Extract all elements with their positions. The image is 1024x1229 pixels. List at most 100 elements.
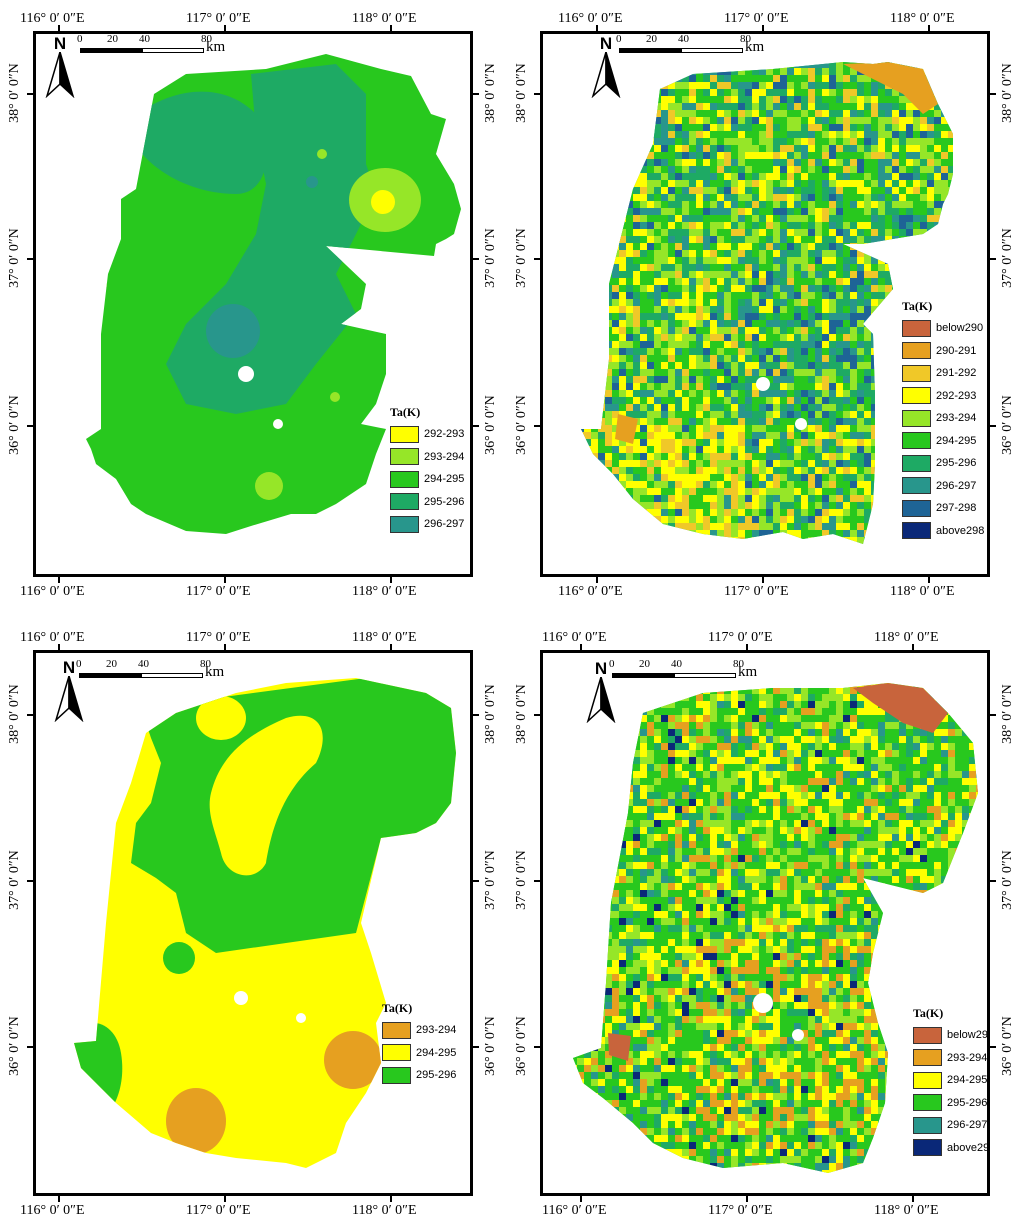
longitude-tick	[224, 575, 226, 583]
scale-tick-label: 0	[609, 658, 615, 670]
water-body	[795, 418, 807, 430]
zone-295-296	[131, 678, 456, 953]
legend: Ta(K) below290 290-291 291-292 292-293 293-29…	[902, 299, 984, 542]
legend-label: 295-296	[424, 495, 465, 508]
zone-296-297	[206, 304, 260, 358]
legend-label: above298	[936, 524, 985, 537]
legend-label: 296-297	[936, 479, 977, 492]
latitude-tick	[534, 880, 542, 882]
legend-title: Ta(K)	[902, 299, 933, 313]
top-longitude-label: 117° 0′ 0″E	[186, 11, 251, 26]
legend-label: 292-293	[424, 428, 465, 441]
legend-swatch	[902, 432, 931, 450]
legend-item: 295-296	[382, 1064, 456, 1087]
zone-293-294	[317, 149, 327, 159]
north-letter: N	[62, 658, 76, 677]
legend-title: Ta(K)	[382, 1001, 413, 1015]
scale-bar: 0 20 40 80 km	[77, 33, 250, 61]
bottom-longitude-label: 116° 0′ 0″E	[542, 1203, 607, 1218]
legend-item: 293-294	[913, 1047, 987, 1070]
zone-294-295	[209, 715, 323, 876]
longitude-tick	[58, 25, 60, 33]
left-latitude-label: 38° 0′ 0″N	[514, 684, 529, 744]
latitude-tick	[27, 714, 35, 716]
legend-item: 290-291	[902, 340, 984, 363]
legend-swatch	[902, 364, 931, 382]
scale-segment-black	[80, 48, 142, 53]
right-latitude-label: 38° 0′ 0″N	[483, 684, 498, 744]
scale-segment-black	[612, 673, 674, 678]
top-longitude-label: 116° 0′ 0″E	[20, 11, 85, 26]
right-latitude-label: 37° 0′ 0″N	[483, 228, 498, 288]
latitude-tick	[27, 1046, 35, 1048]
legend-swatch	[390, 515, 419, 533]
legend-label: 293-294	[936, 412, 977, 425]
scale-tick-label: 20	[106, 658, 117, 670]
longitude-tick	[390, 644, 392, 652]
north-letter: N	[599, 34, 613, 53]
scale-segment-black	[79, 673, 141, 678]
longitude-tick	[390, 25, 392, 33]
map-canvas	[74, 678, 456, 1168]
water-body	[296, 1013, 306, 1023]
left-latitude-label: 38° 0′ 0″N	[7, 63, 22, 123]
north-arrow-icon: N	[52, 658, 86, 722]
map-canvas	[573, 683, 978, 1173]
zone-293-294	[330, 392, 340, 402]
top-longitude-label: 118° 0′ 0″E	[890, 11, 955, 26]
latitude-tick	[27, 258, 35, 260]
longitude-tick	[746, 1194, 748, 1202]
scale-tick-label: 80	[201, 33, 212, 45]
top-longitude-label: 118° 0′ 0″E	[352, 630, 417, 645]
top-longitude-label: 116° 0′ 0″E	[558, 11, 623, 26]
zone-293-294	[324, 1031, 382, 1089]
left-latitude-label: 36° 0′ 0″N	[7, 395, 22, 455]
legend-item: 293-294	[382, 1019, 456, 1042]
scale-tick-label: 40	[671, 658, 682, 670]
legend-swatch	[913, 1049, 942, 1067]
zone-296-297	[306, 176, 318, 188]
latitude-tick	[27, 93, 35, 95]
legend-label: 291-292	[936, 367, 977, 380]
legend-swatch	[902, 319, 931, 337]
legend-swatch	[382, 1044, 411, 1062]
legend-swatch	[390, 493, 419, 511]
left-latitude-label: 37° 0′ 0″N	[514, 850, 529, 910]
left-latitude-label: 38° 0′ 0″N	[7, 684, 22, 744]
latitude-tick	[534, 258, 542, 260]
legend: Ta(K) 293-294 294-295 295-296	[382, 1001, 456, 1087]
legend-swatch	[913, 1071, 942, 1089]
legend-swatch	[382, 1066, 411, 1084]
scale-tick-label: 40	[139, 33, 150, 45]
scale-unit: km	[738, 664, 758, 680]
bottom-longitude-label: 118° 0′ 0″E	[352, 584, 417, 599]
legend-title: Ta(K)	[390, 405, 421, 419]
legend-item: below290	[902, 317, 984, 340]
bottom-longitude-label: 116° 0′ 0″E	[20, 584, 85, 599]
map-panel-1: N 0 20 40 80 km Ta(K) 292-293 293-294 294-295 295-…	[33, 31, 473, 577]
legend-swatch	[902, 409, 931, 427]
latitude-tick	[471, 880, 479, 882]
left-latitude-label: 37° 0′ 0″N	[7, 850, 22, 910]
legend-swatch	[902, 387, 931, 405]
left-latitude-label: 36° 0′ 0″N	[514, 395, 529, 455]
left-latitude-label: 38° 0′ 0″N	[514, 63, 529, 123]
longitude-tick	[762, 25, 764, 33]
map-canvas	[581, 62, 953, 544]
legend-swatch	[902, 454, 931, 472]
legend-label: 294-295	[424, 473, 465, 486]
scale-tick-label: 20	[639, 658, 650, 670]
legend-swatch	[902, 522, 931, 540]
map-panel-4: N 0 20 40 80 km Ta(K) below293 293-294 294-295 295…	[540, 650, 990, 1196]
longitude-tick	[580, 644, 582, 652]
bottom-longitude-label: 117° 0′ 0″E	[186, 1203, 251, 1218]
legend-item: 294-295	[382, 1042, 456, 1065]
legend-label: 294-295	[416, 1046, 457, 1059]
legend-item: 296-297	[913, 1114, 987, 1137]
latitude-tick	[471, 1046, 479, 1048]
latitude-tick	[534, 714, 542, 716]
longitude-tick	[390, 1194, 392, 1202]
legend-item: 292-293	[902, 385, 984, 408]
north-arrow-shape	[45, 52, 75, 98]
left-latitude-label: 37° 0′ 0″N	[514, 228, 529, 288]
